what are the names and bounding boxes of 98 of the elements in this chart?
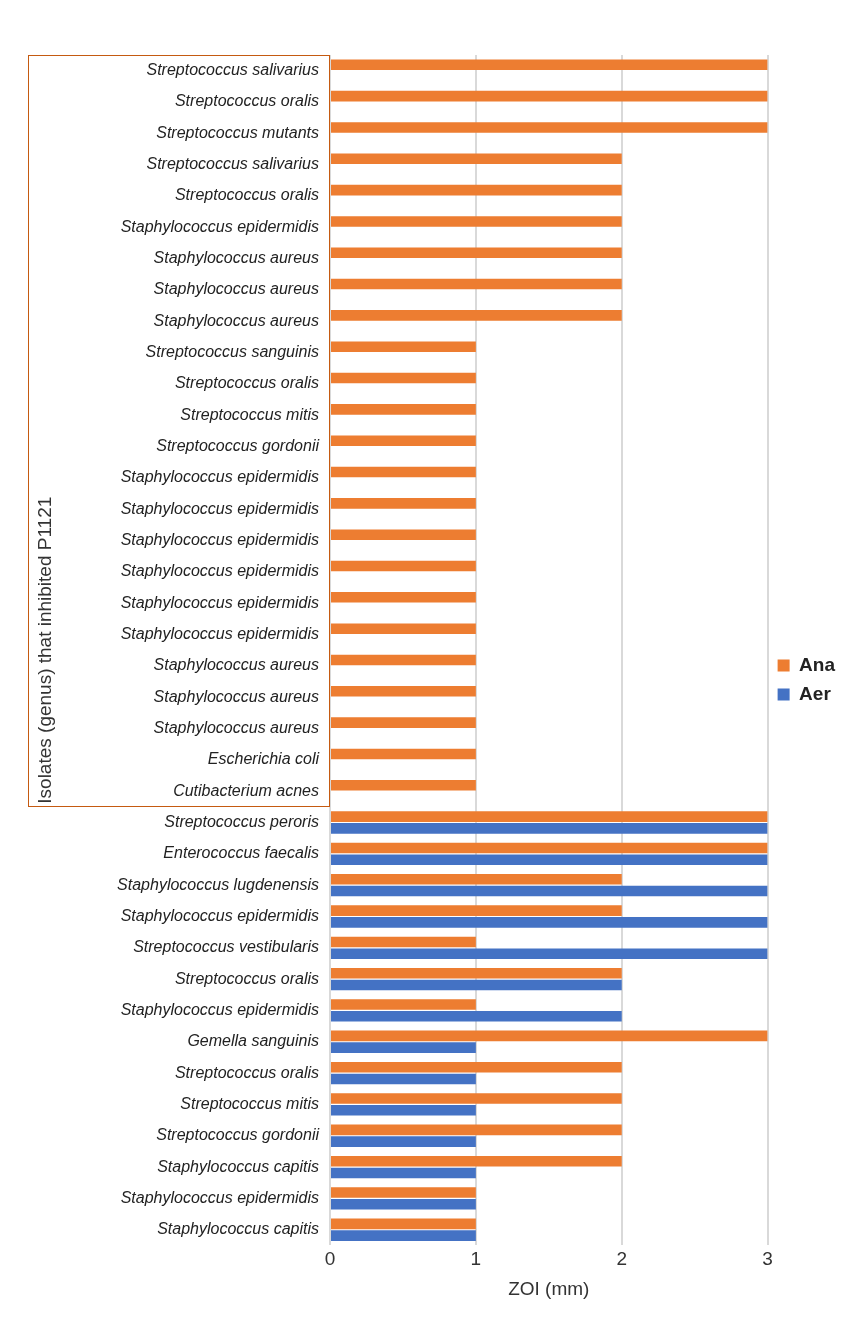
bar xyxy=(331,247,622,259)
y-tick-label: Cutibacterium acnes xyxy=(173,781,319,799)
y-tick-label: Streptococcus gordonii xyxy=(156,1126,320,1144)
y-tick-label: Staphylococcus epidermidis xyxy=(120,499,319,517)
y-tick-label: Staphylococcus aureus xyxy=(153,656,319,674)
y-tick-label: Staphylococcus aureus xyxy=(153,249,319,267)
bar xyxy=(331,1030,768,1042)
bar xyxy=(331,560,476,572)
x-tick-label: 0 xyxy=(324,1248,336,1270)
y-tick-label: Staphylococcus epidermidis xyxy=(120,624,319,642)
bar xyxy=(331,341,476,353)
legend-label: Ana xyxy=(799,653,836,675)
bar xyxy=(331,1011,622,1022)
bar xyxy=(331,979,622,991)
y-tick-label: Gemella sanguinis xyxy=(187,1032,319,1050)
bar xyxy=(331,1199,476,1210)
bar xyxy=(331,917,768,928)
bar xyxy=(331,404,476,415)
bar xyxy=(331,90,768,102)
bar xyxy=(331,905,622,916)
x-tick-label: 2 xyxy=(616,1248,628,1270)
bar xyxy=(331,466,476,478)
bar xyxy=(331,529,476,540)
x-tick-label: 1 xyxy=(470,1248,482,1270)
bar xyxy=(331,811,768,822)
bar xyxy=(331,498,476,509)
bar xyxy=(331,1218,476,1230)
bar xyxy=(331,854,768,865)
bar xyxy=(331,748,476,760)
bar xyxy=(331,1230,476,1241)
bar xyxy=(331,885,768,897)
y-tick-label: Streptococcus peroris xyxy=(164,812,319,830)
bar xyxy=(331,278,622,290)
bar xyxy=(331,1187,476,1198)
y-tick-label: Staphylococcus epidermidis xyxy=(120,906,319,924)
bar xyxy=(331,948,768,959)
bar xyxy=(331,967,622,979)
y-tick-label: Streptococcus oralis xyxy=(174,969,319,987)
y-tick-label: Streptococcus gordonii xyxy=(156,437,320,455)
y-tick-label: Staphylococcus aureus xyxy=(153,687,319,705)
bar xyxy=(331,1136,476,1147)
y-tick-label: Streptococcus oralis xyxy=(174,186,319,204)
x-tick-label: 3 xyxy=(762,1248,773,1270)
bar xyxy=(331,1093,622,1104)
y-tick-label: Staphylococcus epidermidis xyxy=(120,593,319,611)
y-tick-label: Staphylococcus aureus xyxy=(153,311,319,329)
y-tick-label: Staphylococcus aureus xyxy=(153,718,319,736)
y-tick-label: Streptococcus salivarius xyxy=(146,61,319,79)
y-tick-label: Staphylococcus lugdenensis xyxy=(117,875,319,893)
bar xyxy=(331,842,768,854)
bar xyxy=(331,216,622,227)
bar xyxy=(331,435,476,446)
y-tick-label: Streptococcus oralis xyxy=(174,374,319,392)
legend-label: Aer xyxy=(799,682,832,704)
y-tick-label: Streptococcus mitis xyxy=(180,405,319,423)
bar xyxy=(331,717,476,728)
bar xyxy=(331,372,476,384)
bar xyxy=(331,122,768,133)
y-tick-label: Streptococcus oralis xyxy=(174,1063,319,1081)
bar xyxy=(331,310,622,321)
y-tick-label: Escherichia coli xyxy=(207,750,320,768)
bar xyxy=(331,936,476,948)
y-tick-label: Streptococcus vestibularis xyxy=(133,938,319,956)
bar xyxy=(331,592,476,603)
y-tick-label: Staphylococcus capitis xyxy=(157,1220,319,1238)
bar xyxy=(331,1073,476,1085)
y-tick-label: Staphylococcus epidermidis xyxy=(120,1000,319,1018)
y-tick-label: Staphylococcus epidermidis xyxy=(120,217,319,235)
bar xyxy=(331,59,768,71)
bar xyxy=(331,1124,622,1136)
bar xyxy=(331,1167,476,1179)
y-tick-label: Staphylococcus epidermidis xyxy=(120,1188,319,1206)
bar xyxy=(331,823,768,834)
bar xyxy=(331,1061,622,1073)
bar xyxy=(331,873,622,885)
bar xyxy=(331,999,476,1010)
x-axis-title: ZOI (mm) xyxy=(508,1277,590,1299)
y-tick-label: Staphylococcus aureus xyxy=(153,280,319,298)
y-tick-label: Enterococcus faecalis xyxy=(163,844,319,862)
bar xyxy=(331,1105,476,1116)
bar xyxy=(331,153,622,165)
y-tick-label: Streptococcus salivarius xyxy=(146,155,319,173)
y-tick-label: Streptococcus mutants xyxy=(156,123,319,141)
bar xyxy=(331,1155,622,1167)
bar xyxy=(331,654,476,666)
y-tick-label: Staphylococcus epidermidis xyxy=(120,531,319,549)
y-tick-label: Streptococcus oralis xyxy=(174,92,319,110)
bar xyxy=(331,1042,476,1053)
y-tick-label: Staphylococcus epidermidis xyxy=(120,468,319,486)
bar xyxy=(331,686,476,697)
bar xyxy=(331,623,476,634)
y-tick-label: Streptococcus sanguinis xyxy=(145,343,319,361)
bar xyxy=(331,184,622,196)
y-tick-label: Staphylococcus epidermidis xyxy=(120,562,319,580)
bar xyxy=(331,780,476,791)
y-tick-label: Streptococcus mitis xyxy=(180,1094,319,1112)
y-tick-label: Staphylococcus capitis xyxy=(157,1157,319,1175)
y-axis-title: Isolates (genus) that inhibited P1121 xyxy=(33,496,55,804)
